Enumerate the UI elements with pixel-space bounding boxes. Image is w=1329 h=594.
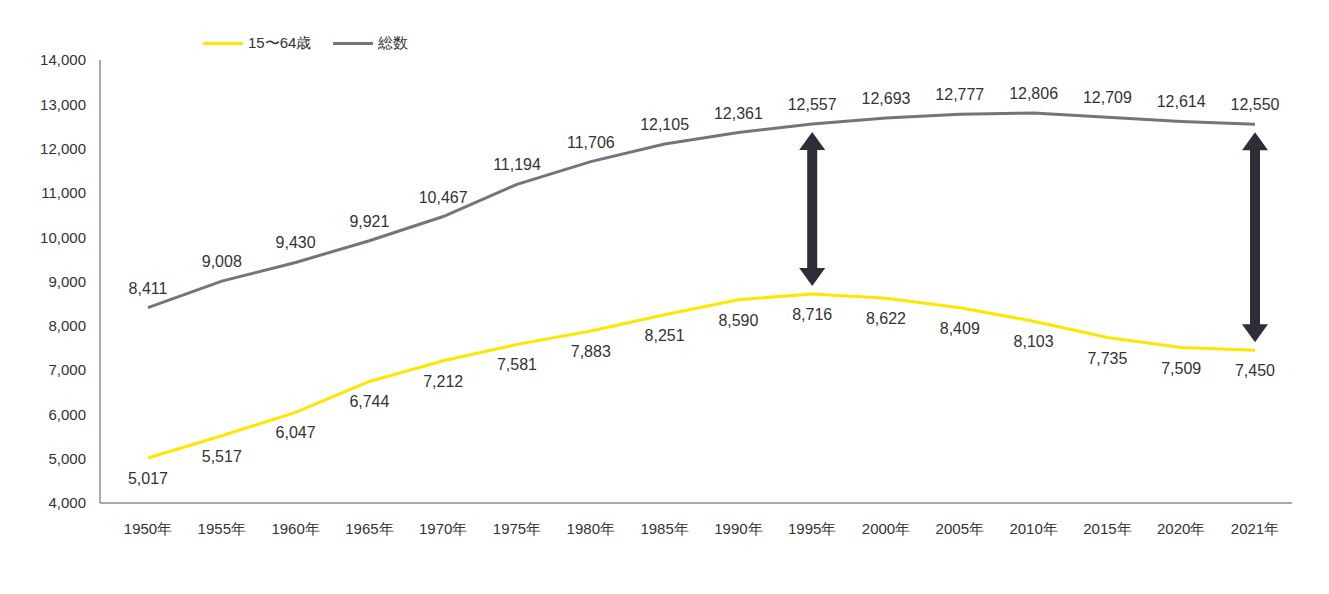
svg-text:2010年: 2010年 — [1009, 520, 1057, 537]
svg-text:10,467: 10,467 — [419, 189, 468, 206]
svg-text:12,550: 12,550 — [1231, 96, 1280, 113]
svg-text:12,806: 12,806 — [1009, 85, 1058, 102]
svg-text:1980年: 1980年 — [567, 520, 615, 537]
svg-text:1955年: 1955年 — [198, 520, 246, 537]
svg-text:2021年: 2021年 — [1231, 520, 1279, 537]
svg-text:11,000: 11,000 — [41, 184, 86, 201]
svg-text:8,716: 8,716 — [792, 306, 832, 323]
svg-text:5,000: 5,000 — [48, 450, 86, 467]
svg-text:2020年: 2020年 — [1157, 520, 1205, 537]
svg-text:12,361: 12,361 — [714, 105, 763, 122]
svg-text:5,017: 5,017 — [128, 470, 168, 487]
svg-text:12,693: 12,693 — [862, 90, 911, 107]
svg-text:1975年: 1975年 — [493, 520, 541, 537]
svg-text:7,735: 7,735 — [1087, 350, 1127, 367]
html-text:15〜64歳: 15〜64歳 — [248, 34, 312, 51]
svg-text:7,450: 7,450 — [1235, 362, 1275, 379]
svg-text:1950年: 1950年 — [124, 520, 172, 537]
svg-text:11,194: 11,194 — [493, 156, 541, 173]
svg-text:4,000: 4,000 — [48, 494, 86, 511]
svg-text:9,008: 9,008 — [202, 253, 242, 270]
svg-text:10,000: 10,000 — [40, 229, 86, 246]
svg-text:8,251: 8,251 — [645, 327, 685, 344]
svg-text:1995年: 1995年 — [788, 520, 836, 537]
svg-text:2015年: 2015年 — [1083, 520, 1131, 537]
html-text:総数: 総数 — [378, 34, 409, 51]
svg-text:6,744: 6,744 — [349, 393, 389, 410]
svg-text:7,883: 7,883 — [571, 343, 611, 360]
svg-text:7,212: 7,212 — [423, 373, 463, 390]
svg-text:1970年: 1970年 — [419, 520, 467, 537]
svg-text:2000年: 2000年 — [862, 520, 910, 537]
svg-text:1960年: 1960年 — [271, 520, 319, 537]
svg-text:1985年: 1985年 — [640, 520, 688, 537]
svg-text:12,777: 12,777 — [935, 86, 984, 103]
svg-text:8,411: 8,411 — [129, 280, 168, 297]
svg-text:8,409: 8,409 — [940, 320, 980, 337]
svg-text:6,047: 6,047 — [276, 424, 316, 441]
svg-text:8,590: 8,590 — [718, 312, 758, 329]
svg-text:7,509: 7,509 — [1161, 360, 1201, 377]
svg-text:12,105: 12,105 — [640, 116, 689, 133]
svg-text:12,557: 12,557 — [788, 96, 837, 113]
svg-text:2005年: 2005年 — [936, 520, 984, 537]
svg-text:8,000: 8,000 — [48, 317, 86, 334]
svg-text:9,000: 9,000 — [48, 273, 86, 290]
svg-text:7,581: 7,581 — [497, 356, 537, 373]
svg-text:12,709: 12,709 — [1083, 89, 1132, 106]
svg-text:8,622: 8,622 — [866, 310, 906, 327]
svg-text:9,921: 9,921 — [349, 213, 389, 230]
svg-text:14,000: 14,000 — [40, 51, 86, 68]
svg-text:5,517: 5,517 — [202, 448, 242, 465]
svg-text:9,430: 9,430 — [276, 234, 316, 251]
svg-text:11,706: 11,706 — [567, 134, 615, 151]
svg-text:6,000: 6,000 — [48, 406, 86, 423]
svg-text:12,614: 12,614 — [1157, 93, 1206, 110]
svg-text:1990年: 1990年 — [714, 520, 762, 537]
svg-text:13,000: 13,000 — [40, 96, 86, 113]
svg-text:12,000: 12,000 — [40, 140, 86, 157]
svg-text:7,000: 7,000 — [48, 361, 86, 378]
svg-text:8,103: 8,103 — [1014, 333, 1054, 350]
svg-text:1965年: 1965年 — [345, 520, 393, 537]
